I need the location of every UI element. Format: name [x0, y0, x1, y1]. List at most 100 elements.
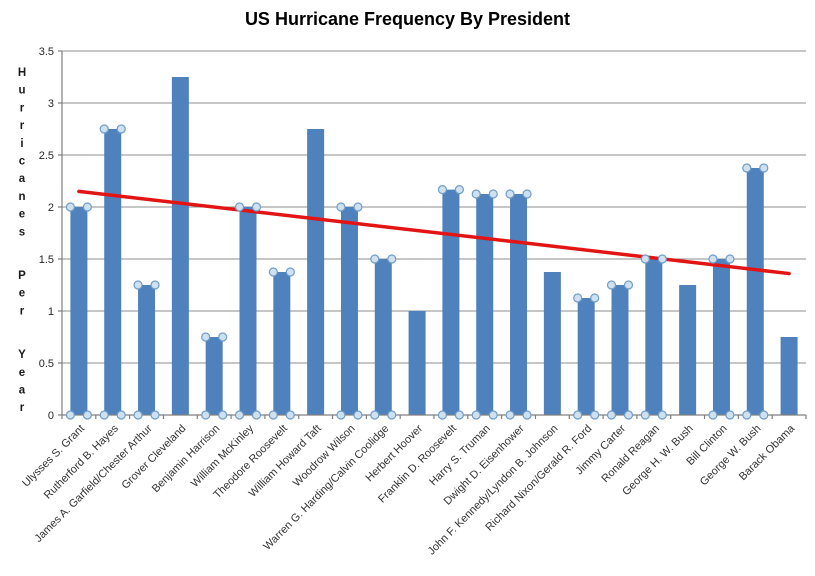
y-tick-label: 0.5	[39, 358, 54, 370]
selection-handle-icon	[471, 410, 481, 420]
y-tick-label: 0	[48, 410, 54, 422]
selection-handle-icon	[606, 280, 617, 290]
x-category-label: Ronald Reagan	[599, 423, 662, 486]
bar-9[interactable]	[374, 259, 392, 415]
y-axis-title-letter: e	[19, 367, 25, 379]
x-category-label: Woodrow Wilson	[291, 423, 358, 490]
selection-handle-icon	[471, 189, 481, 199]
selection-handle-icon	[437, 410, 448, 420]
x-category-label: Warren G. Harding/Calvin Coolidge	[261, 423, 391, 553]
y-axis-title-letter: a	[19, 173, 26, 185]
bar-4[interactable]	[205, 337, 223, 415]
y-axis-title-letter: e	[19, 209, 25, 221]
x-category-label: Harry S. Truman	[427, 423, 493, 489]
selection-handle-icon	[116, 410, 126, 420]
selection-handle-icon	[387, 254, 397, 264]
bar-7[interactable]	[307, 129, 325, 415]
selection-handle-icon	[133, 410, 143, 420]
bar-6[interactable]	[273, 272, 291, 415]
selection-handle-icon	[725, 410, 735, 420]
selection-handle-icon	[251, 410, 262, 420]
selection-handle-icon	[65, 410, 76, 420]
selection-handle-icon	[234, 202, 245, 212]
selection-handle-icon	[437, 185, 448, 195]
selection-handle-icon	[623, 280, 634, 290]
y-axis-title-letter: r	[20, 120, 25, 132]
y-axis-title-letter: i	[20, 138, 23, 150]
bar-18[interactable]	[679, 285, 697, 415]
selection-handle-icon	[606, 410, 617, 420]
selection-handle-icon	[99, 410, 109, 420]
selection-handle-icon	[742, 410, 752, 420]
selection-handle-icon	[505, 189, 515, 199]
y-axis-title-letter: P	[18, 270, 26, 282]
selection-handle-icon	[505, 410, 515, 420]
y-axis-title-letter: Y	[18, 349, 26, 361]
selection-handle-icon	[133, 280, 143, 290]
bar-21[interactable]	[780, 337, 798, 415]
selection-handle-icon	[454, 410, 465, 420]
selection-handle-icon	[99, 124, 109, 134]
selection-handle-icon	[573, 410, 583, 420]
selection-handle-icon	[65, 202, 76, 212]
bar-15[interactable]	[577, 298, 595, 415]
bar-8[interactable]	[340, 207, 358, 415]
bar-19[interactable]	[712, 259, 730, 415]
selection-handle-icon	[150, 410, 160, 420]
y-tick-label: 3	[48, 98, 54, 110]
selection-handle-icon	[251, 202, 262, 212]
selection-handle-icon	[336, 202, 346, 212]
selection-handle-icon	[759, 163, 769, 173]
selection-handle-icon	[708, 254, 718, 264]
selection-handle-icon	[488, 189, 498, 199]
selection-handle-icon	[336, 410, 346, 420]
y-tick-label: 1	[48, 306, 54, 318]
y-axis-title-letter: a	[19, 385, 26, 397]
bar-2[interactable]	[138, 285, 156, 415]
selection-handle-icon	[454, 185, 465, 195]
bar-20[interactable]	[746, 168, 764, 415]
bar-0[interactable]	[70, 207, 88, 415]
bar-13[interactable]	[510, 194, 528, 415]
selection-handle-icon	[657, 254, 667, 264]
selection-handle-icon	[759, 410, 769, 420]
x-category-label: William McKinley	[189, 422, 257, 490]
selection-handle-icon	[285, 267, 295, 277]
y-axis-title-letter: H	[18, 67, 26, 79]
bar-17[interactable]	[645, 259, 663, 415]
selection-handle-icon	[234, 410, 245, 420]
y-tick-label: 2.5	[39, 150, 54, 162]
selection-handle-icon	[353, 202, 363, 212]
bar-5[interactable]	[239, 207, 257, 415]
y-axis-title-letter: u	[18, 85, 25, 97]
bar-3[interactable]	[171, 77, 189, 415]
selection-handle-icon	[201, 332, 211, 342]
selection-handle-icon	[522, 410, 532, 420]
selection-handle-icon	[150, 280, 160, 290]
y-axis-title-letter: c	[19, 156, 26, 168]
bar-1[interactable]	[104, 129, 122, 415]
selection-handle-icon	[353, 410, 363, 420]
selection-handle-icon	[657, 410, 667, 420]
y-tick-label: 2	[48, 202, 54, 214]
y-axis-title-letter: r	[20, 402, 25, 414]
bar-11[interactable]	[442, 189, 460, 415]
selection-handle-icon	[590, 410, 600, 420]
y-axis-title-letter: e	[19, 288, 25, 300]
bar-12[interactable]	[476, 194, 494, 415]
trendline[interactable]	[77, 189, 791, 276]
selection-handle-icon	[218, 410, 228, 420]
bar-16[interactable]	[611, 285, 629, 415]
y-axis-title-letter: s	[19, 226, 25, 238]
selection-handle-icon	[708, 410, 718, 420]
selection-handle-icon	[623, 410, 634, 420]
bar-14[interactable]	[543, 272, 561, 415]
x-category-label: George W. Bush	[698, 423, 764, 489]
bar-10[interactable]	[408, 311, 426, 415]
y-axis-title-letter: n	[18, 191, 25, 203]
selection-handle-icon	[268, 267, 278, 277]
chart-title: US Hurricane Frequency By President	[244, 9, 571, 29]
y-axis-title-letter: r	[20, 102, 25, 114]
selection-handle-icon	[116, 124, 126, 134]
